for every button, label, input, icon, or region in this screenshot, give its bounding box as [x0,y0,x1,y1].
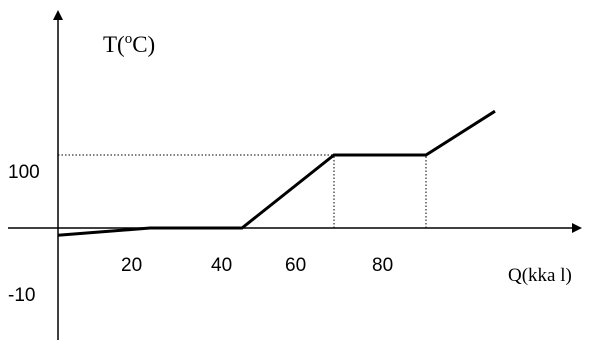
x-tick-label: 20 [121,255,142,276]
y-axis-title-prefix: T( [103,32,125,57]
y-tick-label: 100 [8,162,40,183]
x-tick-label: 40 [211,255,232,276]
series-line [57,109,496,237]
x-tick-label: 60 [285,255,306,276]
y-axis-title-suffix: C) [132,32,155,57]
guide-lines [58,154,427,228]
y-tick-label: -10 [8,285,35,306]
x-axis-title: Q(kka l) [508,265,572,286]
y-axis-title-superscript: o [125,31,133,47]
y-axis-title: T(oC) [103,31,155,57]
series-group [57,109,496,237]
x-tick-label: 80 [372,255,393,276]
